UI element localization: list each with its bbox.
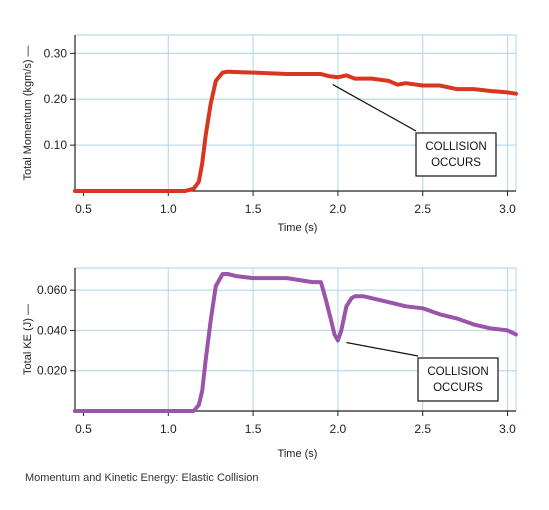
kinetic-energy-series-line (73, 272, 518, 413)
x-axis-label: Time (s) (278, 448, 318, 460)
y-tick-label: 0.020 (37, 364, 67, 378)
y-tick-label: 0.30 (44, 46, 68, 60)
x-tick-label: 1.5 (245, 202, 262, 216)
annotation-text: COLLISION (427, 366, 488, 378)
annotation-box (415, 132, 497, 177)
y-axis-label: Total KE (J) — (22, 304, 34, 375)
annotation-box (417, 357, 499, 402)
annotation-leader-line (332, 84, 417, 132)
y-tick-label: 0.10 (44, 138, 68, 152)
annotation-text: OCCURS (433, 382, 483, 394)
momentum-series-line (73, 69, 518, 193)
x-tick-label: 0.5 (75, 202, 92, 216)
y-tick-label: 0.060 (37, 283, 67, 297)
x-tick-label: 1.0 (160, 422, 177, 436)
y-tick-label: 0.20 (44, 92, 68, 106)
x-tick-label: 3.0 (499, 422, 516, 436)
x-axis-label: Time (s) (278, 222, 318, 234)
x-tick-label: 0.5 (75, 422, 92, 436)
figure-caption: Momentum and Kinetic Energy: Elastic Col… (25, 472, 259, 484)
x-tick-label: 2.5 (414, 202, 431, 216)
x-tick-label: 1.0 (160, 202, 177, 216)
annotation-leader-line (346, 341, 419, 357)
x-tick-label: 2.0 (330, 202, 347, 216)
x-tick-label: 3.0 (499, 202, 516, 216)
x-tick-label: 1.5 (245, 422, 262, 436)
y-tick-label: 0.040 (37, 323, 67, 337)
annotation-text: OCCURS (431, 157, 481, 169)
x-tick-label: 2.0 (330, 422, 347, 436)
x-tick-label: 2.5 (414, 422, 431, 436)
kinetic-energy-chart: 0.5 1.0 1.5 2.0 2.5 3.0 0.020 0.040 0.060 Time (s… (22, 267, 518, 460)
y-axis-label: Total Momentum (kgm/s) — (22, 45, 34, 180)
annotation-text: COLLISION (425, 141, 486, 153)
momentum-chart: 0.5 1.0 1.5 2.0 2.5 3.0 0.10 0.20 0.30 Time (s) To… (22, 34, 518, 234)
